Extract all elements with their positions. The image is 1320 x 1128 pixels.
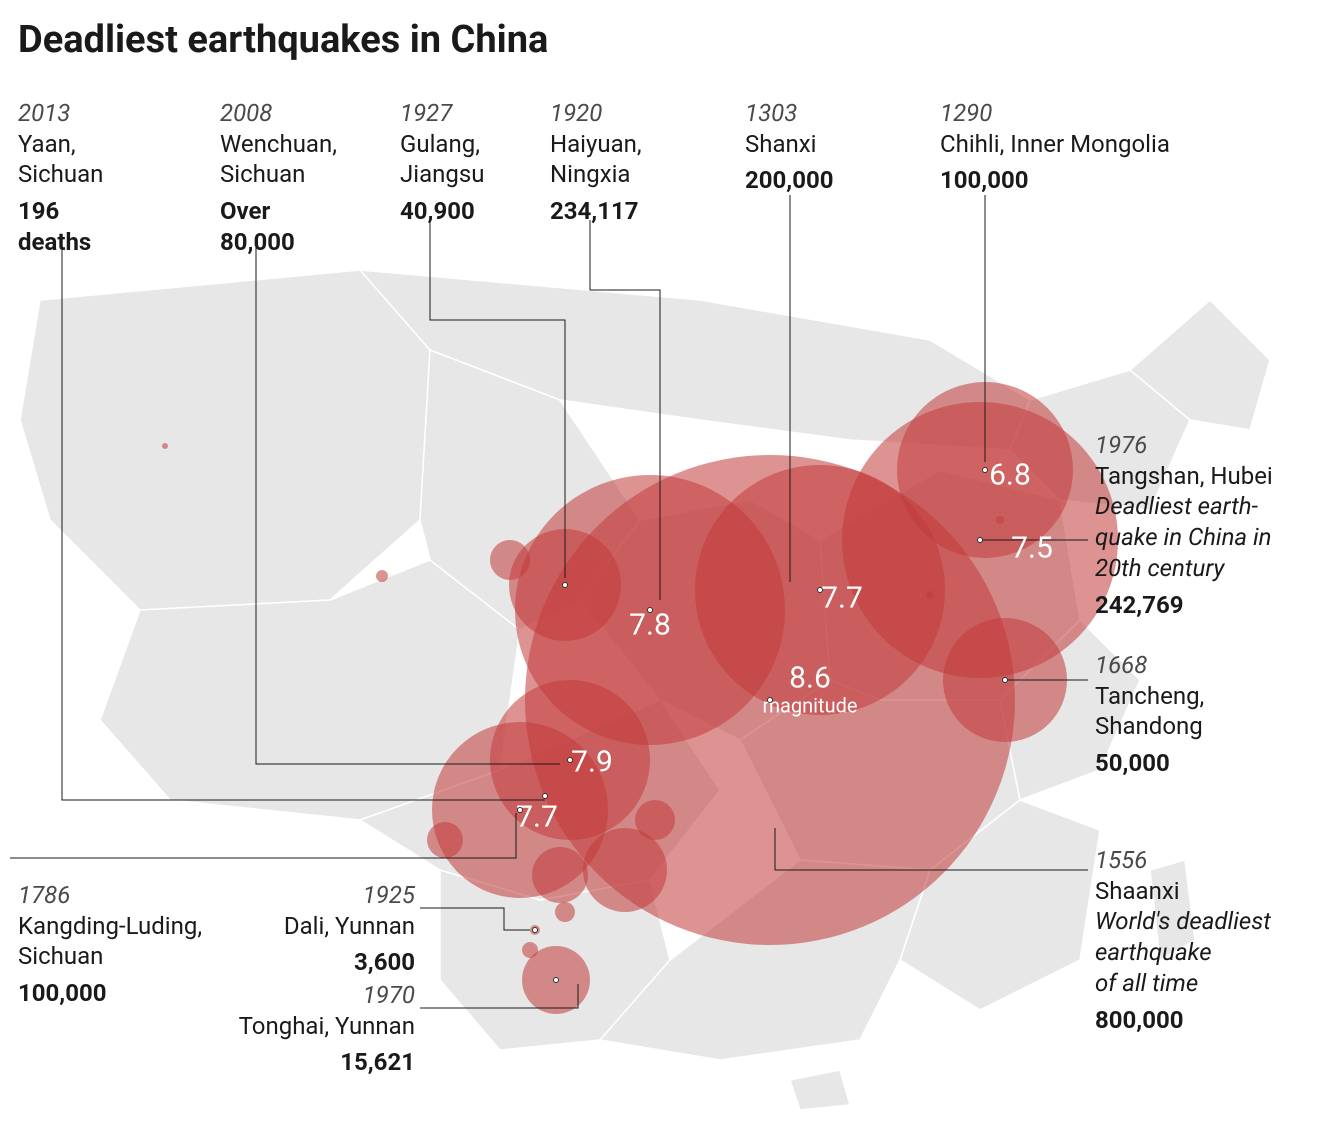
callout-year: 1927	[400, 98, 484, 129]
callout-deaths: 100,000	[940, 165, 1170, 196]
magnitude-label-tangshan-1976: 7.5	[1011, 531, 1053, 566]
bubble-minor	[555, 902, 575, 922]
callout-deaths: 50,000	[1095, 748, 1204, 779]
callout-note: Deadliest earth-quake in China in20th ce…	[1095, 491, 1273, 583]
callout-year: 1556	[1095, 845, 1271, 876]
magnitude-value: 6.8	[989, 458, 1031, 493]
bubble-minor	[162, 443, 168, 449]
callout-dali-1925: 1925Dali, Yunnan 3,600	[275, 880, 415, 978]
magnitude-label-shanxi-1303: 7.7	[821, 581, 863, 616]
epicenter-chihli-1290	[982, 467, 988, 473]
magnitude-value: 7.9	[571, 745, 613, 780]
callout-year: 1920	[550, 98, 642, 129]
epicenter-gulang-1927	[562, 582, 568, 588]
epicenter-tonghai-1970	[553, 977, 559, 983]
callout-year: 1668	[1095, 650, 1204, 681]
callout-deaths: 196deaths	[18, 196, 103, 257]
epicenter-yaan-2013	[542, 793, 548, 799]
callout-location: Shanxi	[745, 129, 834, 160]
callout-location: Tonghai, Yunnan	[225, 1011, 415, 1042]
callout-deaths: 100,000	[18, 978, 202, 1009]
magnitude-label-shaanxi-1556: 8.6magnitude	[762, 661, 857, 716]
callout-deaths: 40,900	[400, 196, 484, 227]
magnitude-label-kangding-1786: 7.7	[516, 800, 558, 835]
epicenter-shanxi-1303	[817, 587, 823, 593]
callout-year: 1290	[940, 98, 1170, 129]
callout-location: Chihli, Inner Mongolia	[940, 129, 1170, 160]
callout-tangshan-1976: 1976Tangshan, HubeiDeadliest earth-quake…	[1095, 430, 1273, 620]
epicenter-wenchuan-2008	[567, 757, 573, 763]
callout-year: 1303	[745, 98, 834, 129]
callout-deaths: Over80,000	[220, 196, 337, 257]
callout-location: Yaan,Sichuan	[18, 129, 103, 190]
callout-tonghai-1970: 1970Tonghai, Yunnan 15,621	[225, 980, 415, 1078]
magnitude-sub: magnitude	[762, 696, 857, 716]
callout-year: 1976	[1095, 430, 1273, 461]
callout-year: 2013	[18, 98, 103, 129]
callout-haiyuan-1920: 1920Haiyuan,Ningxia 234,117	[550, 98, 642, 227]
magnitude-label-wenchuan-2008: 7.9	[571, 745, 613, 780]
callout-note: World's deadliestearthquakeof all time	[1095, 906, 1271, 998]
magnitude-label-chihli-1290: 6.8	[989, 458, 1031, 493]
callout-location: Kangding-Luding,Sichuan	[18, 911, 202, 972]
epicenter-dali-1925	[532, 927, 538, 933]
callout-location: Wenchuan,Sichuan	[220, 129, 337, 190]
callout-deaths: 200,000	[745, 165, 834, 196]
magnitude-value: 8.6	[789, 661, 831, 696]
callout-location: Tancheng,Shandong	[1095, 681, 1204, 742]
callout-year: 2008	[220, 98, 337, 129]
callout-deaths: 800,000	[1095, 1005, 1271, 1036]
callout-location: Gulang,Jiangsu	[400, 129, 484, 190]
bubble-minor	[376, 570, 388, 582]
infographic-title: Deadliest earthquakes in China	[18, 20, 548, 62]
callout-kangding-1786: 1786Kangding-Luding,Sichuan 100,000	[18, 880, 202, 1009]
callout-wenchuan-2008: 2008Wenchuan,SichuanOver80,000	[220, 98, 337, 258]
magnitude-value: 7.5	[1011, 531, 1053, 566]
callout-location: Haiyuan,Ningxia	[550, 129, 642, 190]
callout-year: 1970	[225, 980, 415, 1011]
epicenter-shaanxi-1556	[767, 697, 773, 703]
callout-tancheng-1668: 1668Tancheng,Shandong 50,000	[1095, 650, 1204, 779]
callout-deaths: 234,117	[550, 196, 642, 227]
callout-location: Shaanxi	[1095, 876, 1271, 907]
magnitude-value: 7.7	[821, 581, 863, 616]
callout-chihli-1290: 1290Chihli, Inner Mongolia 100,000	[940, 98, 1170, 196]
callout-shaanxi-1556: 1556ShaanxiWorld's deadliestearthquakeof…	[1095, 845, 1271, 1035]
callout-location: Dali, Yunnan	[275, 911, 415, 942]
epicenter-tangshan-1976	[977, 537, 983, 543]
epicenter-haiyuan-1920	[647, 607, 653, 613]
callout-yaan-2013: 2013Yaan,Sichuan196deaths	[18, 98, 103, 258]
callout-deaths: 3,600	[275, 947, 415, 978]
magnitude-value: 7.7	[516, 800, 558, 835]
callout-deaths: 15,621	[225, 1047, 415, 1078]
callout-location: Tangshan, Hubei	[1095, 461, 1273, 492]
callout-shanxi-1303: 1303Shanxi 200,000	[745, 98, 834, 196]
callout-year: 1925	[275, 880, 415, 911]
epicenter-tancheng-1668	[1002, 677, 1008, 683]
callout-deaths: 242,769	[1095, 590, 1273, 621]
callout-year: 1786	[18, 880, 202, 911]
epicenter-kangding-1786	[517, 807, 523, 813]
callout-gulang-1927: 1927Gulang,Jiangsu 40,900	[400, 98, 484, 227]
